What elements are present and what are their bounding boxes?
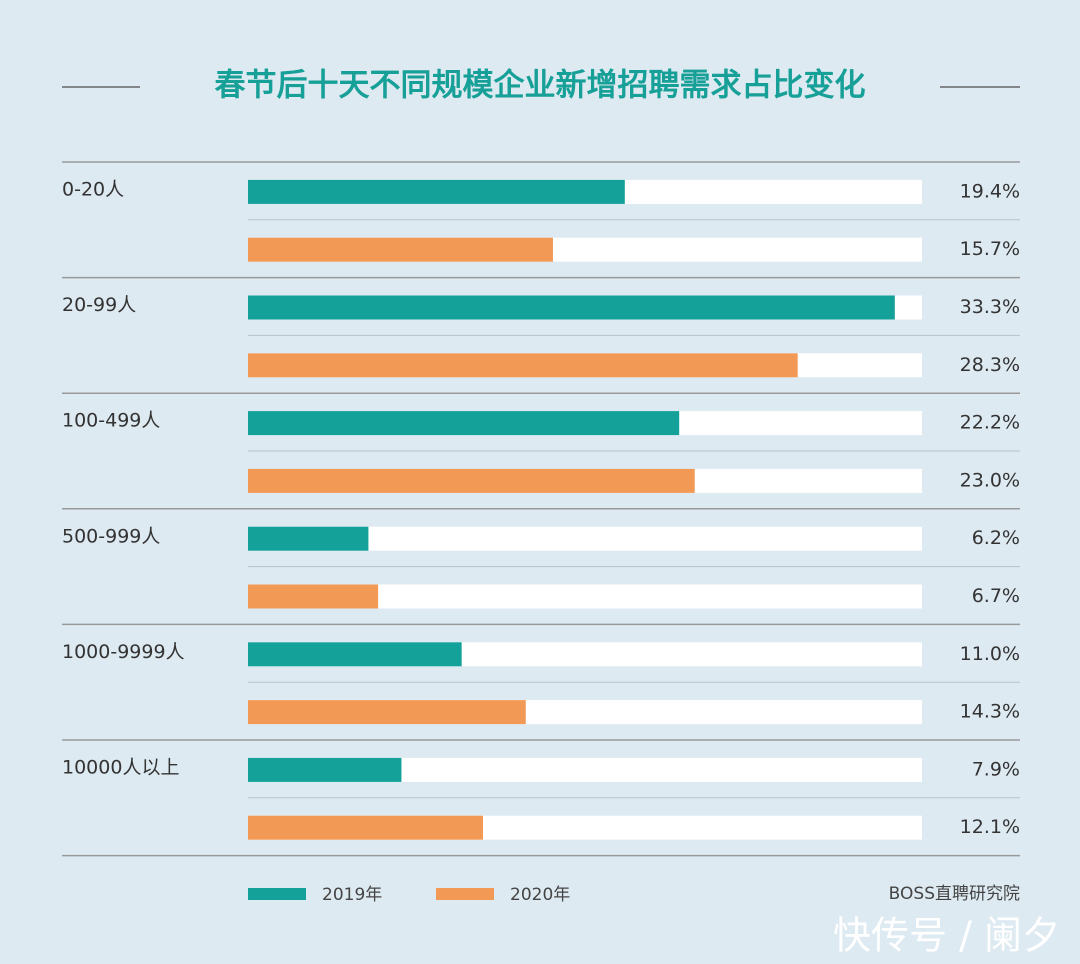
bar: [248, 815, 484, 840]
bar: [248, 642, 462, 667]
legend-label: 2019年: [322, 885, 382, 905]
value-label: 12.1%: [960, 816, 1020, 838]
value-label: 23.0%: [960, 469, 1020, 491]
bar: [248, 757, 402, 782]
legend-label: 2020年: [510, 885, 570, 905]
category-label: 1000-9999人: [62, 641, 185, 663]
value-label: 19.4%: [960, 180, 1020, 202]
value-label: 7.9%: [972, 758, 1020, 780]
value-label: 28.3%: [960, 354, 1020, 376]
category-label: 0-20人: [62, 179, 124, 201]
legend-swatch: [248, 888, 306, 900]
bar: [248, 179, 625, 204]
value-label: 22.2%: [960, 412, 1020, 434]
bar: [248, 526, 369, 551]
bar: [248, 237, 553, 262]
bar: [248, 353, 798, 378]
legend-swatch: [436, 888, 494, 900]
bar: [248, 295, 895, 320]
category-label: 10000人以上: [62, 757, 179, 779]
source: BOSS直聘研究院: [889, 884, 1020, 904]
category-label: 100-499人: [62, 410, 160, 432]
chart-title: 春节后十天不同规模企业新增招聘需求占比变化: [215, 68, 866, 104]
value-label: 15.7%: [960, 238, 1020, 260]
bar: [248, 411, 680, 436]
category-label: 500-999人: [62, 525, 160, 547]
bar: [248, 468, 695, 493]
value-label: 11.0%: [960, 643, 1020, 665]
category-label: 20-99人: [62, 294, 136, 316]
bar: [248, 700, 526, 725]
value-label: 6.7%: [972, 585, 1020, 607]
value-label: 14.3%: [960, 701, 1020, 723]
value-label: 33.3%: [960, 296, 1020, 318]
value-label: 6.2%: [972, 527, 1020, 549]
watermark: 快传号 / 阑夕: [833, 914, 1060, 958]
bar: [248, 584, 379, 609]
